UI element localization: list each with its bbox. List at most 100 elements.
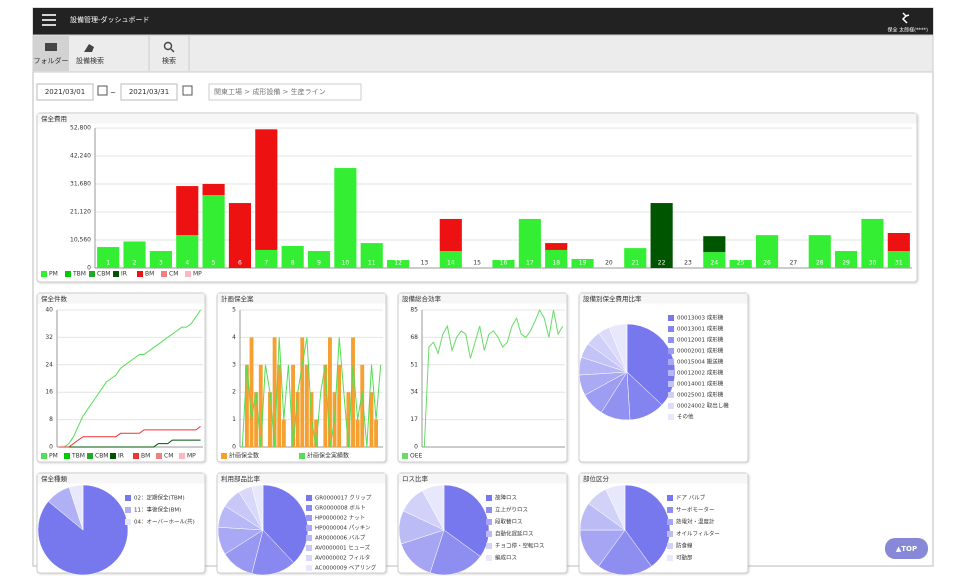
panel-title: ロス比率 [402, 474, 429, 483]
legend-swatch [161, 271, 167, 277]
date-sep: ~ [110, 89, 116, 97]
legend-swatch [667, 495, 673, 501]
bar [281, 245, 304, 268]
legend-swatch [299, 453, 305, 459]
bar [337, 364, 342, 447]
legend-label: PM [49, 453, 58, 460]
legend-swatch [402, 453, 408, 459]
bar [281, 419, 286, 447]
bar [703, 252, 726, 268]
legend-label: 00025001 成形機 [677, 391, 724, 399]
bar [887, 233, 910, 252]
legend-swatch [486, 519, 492, 525]
panel-header [37, 473, 205, 484]
bar [176, 186, 199, 236]
bar [808, 235, 831, 268]
bar [351, 337, 355, 447]
bar [258, 364, 263, 447]
legend-label: 04：オーバーホール(共) [134, 518, 195, 526]
legend-label: AV0000001 ヒューズ [315, 544, 371, 552]
x-tick-label: 5 [212, 260, 216, 267]
legend-label: HP0000004 パッキン [315, 525, 371, 532]
legend-swatch [668, 348, 674, 354]
y-tick-label: 21,120 [70, 209, 91, 216]
x-tick-label: 23 [684, 260, 692, 267]
panel-header [579, 293, 748, 304]
toolbar-button[interactable]: 検索 [162, 56, 176, 65]
user-icon [901, 12, 910, 24]
bar [228, 203, 252, 268]
x-tick-label: 9 [317, 260, 321, 267]
x-tick-label: 8 [291, 260, 295, 267]
x-tick-label: 3 [159, 260, 163, 267]
y-tick-label: 10,560 [70, 237, 91, 244]
legend-swatch [87, 453, 93, 459]
legend-swatch [306, 525, 312, 531]
bar [492, 260, 515, 268]
legend-swatch [668, 403, 674, 409]
legend-label: PM [49, 271, 58, 278]
legend-label: サーボモーター [676, 506, 715, 514]
y-tick-label: 32 [45, 334, 53, 341]
bar [202, 195, 225, 268]
legend-swatch [667, 519, 673, 525]
bar [328, 337, 332, 447]
user-name[interactable]: 保全 太郎様(****) [888, 27, 929, 34]
pie-slice [598, 529, 652, 576]
bar [176, 235, 199, 268]
panel-header [398, 293, 567, 304]
date-to[interactable] [120, 83, 178, 101]
bar [355, 419, 360, 447]
legend-label: 防食線 [676, 542, 693, 550]
menu-icon[interactable] [42, 14, 56, 26]
bar [277, 364, 282, 447]
line-series [423, 308, 564, 448]
legend-swatch [306, 505, 312, 511]
legend-label: 可動部 [676, 554, 693, 562]
bar [291, 364, 295, 447]
legend-swatch [486, 555, 492, 561]
panel-title: 保全費用 [41, 114, 67, 123]
panel-title: 部位区分 [583, 474, 610, 483]
legend-swatch [667, 543, 673, 549]
bar [360, 243, 383, 268]
top-button[interactable] [885, 538, 928, 559]
legend-label: CBM [95, 453, 108, 460]
bar [255, 129, 278, 250]
legend-label: オイルフィルター [676, 530, 720, 538]
legend-swatch [668, 370, 674, 376]
line-series [241, 337, 382, 448]
y-tick-label: 17 [410, 416, 418, 423]
panel-title: 設備別保全費用比率 [583, 294, 642, 303]
calendar-icon[interactable] [182, 85, 193, 96]
date-from[interactable] [36, 83, 94, 101]
panel-header [217, 473, 386, 484]
bar [307, 251, 331, 268]
legend-label: 計画保全数 [229, 452, 259, 460]
x-tick-label: 30 [869, 260, 877, 267]
toolbar-button[interactable]: フォルダー [34, 56, 69, 65]
bar [255, 249, 278, 268]
x-tick-label: 26 [763, 260, 771, 267]
y-tick-label: 68 [410, 334, 418, 341]
legend-label: 立上がりロス [495, 506, 528, 514]
calendar-icon[interactable] [97, 85, 108, 96]
pie-slice [68, 484, 84, 531]
pie-slice [624, 484, 671, 567]
x-tick-label: 4 [185, 260, 189, 267]
bar [369, 392, 374, 447]
bar [439, 251, 462, 268]
header-bar [33, 8, 933, 35]
legend-label: 00014001 成形機 [677, 380, 724, 388]
y-tick-label: 3 [232, 361, 236, 368]
legend-swatch [133, 453, 139, 459]
toolbar-button[interactable]: 設備検索 [76, 56, 104, 65]
legend-swatch [668, 326, 674, 332]
legend-swatch [306, 545, 312, 551]
bar [571, 258, 594, 268]
x-tick-label: 14 [447, 260, 455, 267]
legend-label: CBM [97, 271, 110, 278]
legend-swatch [668, 392, 674, 398]
x-tick-label: 22 [658, 260, 666, 267]
bar [254, 392, 259, 447]
